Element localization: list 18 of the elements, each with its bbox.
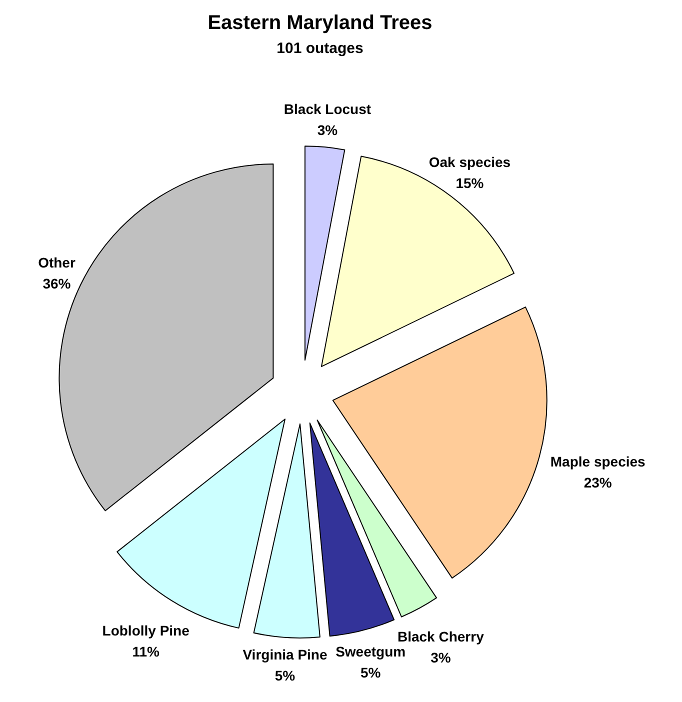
chart-subtitle: 101 outages — [276, 40, 364, 57]
data-label: 5% — [360, 664, 382, 680]
slice-label: Sweetgum — [336, 643, 406, 660]
data-label: 15% — [456, 175, 484, 192]
chart-title: Eastern Maryland Trees — [208, 12, 432, 34]
data-label: 36% — [42, 276, 72, 292]
data-label: 11% — [132, 644, 160, 660]
slice-label: Loblolly Pine — [102, 622, 190, 639]
data-label: 5% — [274, 667, 296, 684]
data-label: 3% — [317, 122, 338, 138]
slice-label: Black Cherry — [397, 628, 484, 645]
slice-label: Other — [38, 254, 76, 271]
slice-label: Virginia Pine — [242, 646, 328, 662]
slice-label: Maple species — [550, 453, 646, 470]
data-label: 3% — [430, 650, 452, 666]
data-label: 23% — [584, 474, 612, 490]
slice-label: Oak species — [428, 154, 511, 170]
slice-label: Black Locust — [284, 101, 372, 118]
